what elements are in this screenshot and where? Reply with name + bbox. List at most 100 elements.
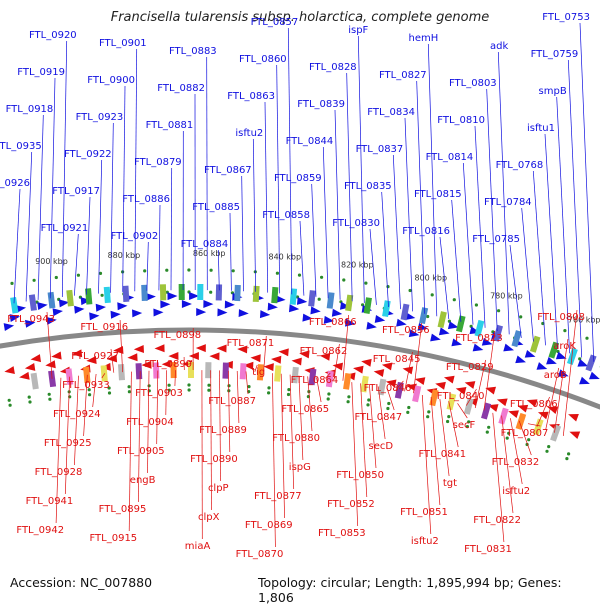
reverse-gene-label: FTL_0808 — [537, 312, 585, 323]
forward-gene-arrow — [96, 303, 107, 312]
ruler-tick — [267, 391, 270, 394]
reverse-leader-line — [246, 371, 248, 394]
reverse-gene-label: FTL_0903 — [135, 388, 183, 399]
reverse-gene-label: FTL_0829 — [446, 362, 494, 373]
reverse-gene-label: FTL_0847 — [354, 412, 402, 423]
reverse-gene-label: FTL_0856 — [382, 325, 430, 336]
reverse-gene-label: aroK — [553, 341, 576, 352]
ruler-tick — [77, 274, 80, 277]
reverse-gene-label: FTL_0864 — [291, 375, 339, 386]
ruler-tick — [409, 289, 412, 292]
reverse-gene-arrow — [434, 380, 446, 390]
feature-band — [481, 402, 491, 419]
reverse-gene-arrow — [24, 363, 35, 372]
ruler-tick — [276, 272, 279, 275]
reverse-gene-label: FTL_0862 — [300, 346, 348, 357]
forward-leader-line — [159, 205, 160, 290]
reverse-gene-arrow — [402, 365, 413, 375]
ruler-tick — [33, 279, 36, 282]
forward-gene-label: FTL_0867 — [204, 165, 252, 176]
reverse-gene-label: clpX — [198, 512, 220, 523]
forward-gene-label: FTL_0923 — [76, 112, 124, 123]
forward-gene-label: FTL_0815 — [414, 189, 462, 200]
feature-band — [48, 292, 56, 309]
forward-gene-label: adk — [490, 41, 508, 52]
ruler-tick — [497, 309, 500, 312]
ruler-tick — [320, 276, 323, 279]
reverse-gene-arrow — [332, 361, 343, 370]
forward-gene-label: FTL_0883 — [169, 46, 217, 57]
forward-gene-label: FTL_0844 — [286, 136, 334, 147]
ruler-tick — [232, 269, 235, 272]
ruler-tick — [9, 404, 12, 407]
ruler-tick — [342, 278, 345, 281]
ruler-tick — [407, 406, 410, 409]
reverse-gene-label: secF — [453, 420, 476, 431]
forward-gene-arrow — [239, 309, 249, 317]
forward-gene-label: FTL_0935 — [0, 141, 42, 152]
ruler-tick — [347, 400, 350, 403]
reverse-gene-label: FTL_0807 — [501, 428, 549, 439]
feature-band — [438, 311, 447, 328]
reverse-gene-label: FTL_0942 — [16, 525, 64, 536]
ruler-tick — [165, 269, 168, 272]
ruler-tick — [247, 385, 250, 388]
reverse-gene-arrow — [250, 354, 260, 363]
ruler-tick — [567, 452, 570, 455]
ruler-tick — [287, 393, 290, 396]
feature-band — [498, 408, 508, 425]
ruler-tick — [287, 388, 290, 391]
reverse-gene-label: FTL_0853 — [318, 528, 366, 539]
forward-gene-label: smpB — [539, 86, 567, 97]
forward-gene-label: hemH — [409, 33, 439, 44]
forward-gene-label: FTL_0863 — [227, 91, 275, 102]
reverse-gene-label: secD — [369, 441, 394, 452]
feature-band — [104, 287, 111, 303]
ruler-label: 840 kbp — [268, 253, 301, 262]
forward-gene-arrow — [289, 304, 300, 313]
forward-leader-line — [230, 213, 231, 291]
reverse-gene-label: FTL_0899 — [144, 359, 192, 370]
accession-text: Accession: NC_007880 — [10, 575, 152, 590]
ruler-tick — [545, 450, 548, 453]
ruler-tick — [207, 389, 210, 392]
reverse-gene-label: FTL_0889 — [199, 425, 247, 436]
forward-gene-label: FTL_0900 — [87, 75, 135, 86]
reverse-gene-arrow — [216, 344, 226, 352]
reverse-gene-arrow — [361, 357, 372, 366]
reverse-gene-label: FTL_0850 — [336, 470, 384, 481]
reverse-gene-label: isftu2 — [411, 536, 439, 547]
ruler-tick — [475, 303, 478, 306]
reverse-gene-label: engB — [130, 475, 156, 486]
ruler-tick — [585, 337, 588, 340]
ruler-tick — [565, 457, 568, 460]
reverse-gene-arrow — [154, 344, 164, 352]
reverse-gene-label: tgt — [443, 478, 457, 489]
reverse-gene-label: FTL_0915 — [89, 533, 137, 544]
ruler-tick — [327, 397, 330, 400]
ruler-tick — [28, 396, 31, 399]
reverse-gene-arrow — [568, 428, 580, 439]
ruler-tick — [406, 411, 409, 414]
ruler-tick — [327, 392, 330, 395]
feature-band — [197, 284, 203, 300]
feature-band — [274, 365, 281, 381]
forward-gene-arrow — [225, 301, 235, 309]
forward-leader-line — [253, 139, 255, 292]
feature-band — [222, 363, 229, 379]
forward-gene-arrow — [203, 300, 213, 308]
topology-text: Topology: circular; Length: 1,895,994 bp… — [258, 575, 600, 605]
reverse-gene-label: FTL_0866 — [309, 317, 357, 328]
ruler-tick — [128, 390, 131, 393]
feature-band — [364, 297, 372, 314]
forward-leader-line — [14, 189, 20, 303]
reverse-gene-label: FTL_0806 — [510, 399, 558, 410]
forward-gene-arrow — [589, 372, 600, 383]
reverse-gene-label: FTL_0941 — [26, 496, 74, 507]
ruler-tick — [48, 398, 51, 401]
ruler-tick — [298, 274, 301, 277]
forward-gene-arrow — [375, 315, 386, 325]
forward-gene-label: FTL_0886 — [122, 194, 170, 205]
ruler-tick — [48, 393, 51, 396]
reverse-gene-label: FTL_0822 — [473, 515, 521, 526]
